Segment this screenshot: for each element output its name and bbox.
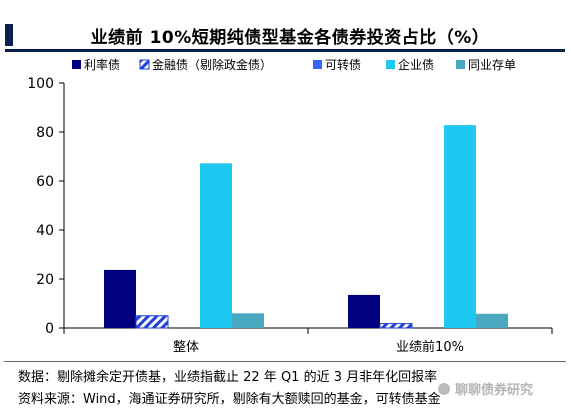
y-tick-label: 0: [45, 321, 54, 337]
footer: 数据：剔除摊余定开债基，业绩指截止 22 年 Q1 的近 3 月非年化回报率 资…: [0, 361, 571, 418]
legend-label: 同业存单: [468, 58, 516, 72]
bar-0-1: [348, 294, 380, 328]
chart-area: 0 20 40 60 80 100 整体 业绩前10% 利率债 金融债（剔除政金债） 可转债 企业债…: [27, 57, 553, 355]
bar-1-0: [135, 315, 169, 329]
note-source: 资料来源：Wind，海通证券研究所，剔除有大额赎回的基金，可转债基金: [18, 392, 441, 407]
note-data: 数据：剔除摊余定开债基，业绩指截止 22 年 Q1 的近 3 月非年化回报率: [18, 370, 438, 385]
legend: 利率债 金融债（剔除政金债） 可转债 企业债 同业存单: [72, 57, 516, 72]
y-tick-label: 100: [27, 76, 54, 92]
bar-1-1: [379, 323, 413, 329]
legend-label: 可转债: [325, 57, 361, 72]
y-tick-label: 40: [36, 223, 54, 239]
legend-label: 金融债（剔除政金债）: [152, 57, 272, 72]
title-accent-bar: [5, 24, 13, 46]
x-category-label: 业绩前10%: [396, 339, 464, 355]
legend-swatch: [386, 60, 395, 69]
legend-label: 企业债: [398, 57, 434, 72]
y-tick-label: 80: [36, 125, 54, 141]
watermark-icon: [438, 383, 450, 395]
legend-label: 利率债: [84, 57, 120, 72]
watermark: 聊聊债券研究: [455, 383, 534, 398]
legend-swatch: [72, 60, 81, 69]
bar-0-0: [104, 269, 136, 328]
axes: 0 20 40 60 80 100 整体 业绩前10%: [27, 76, 553, 355]
y-tick-label: 60: [36, 174, 54, 190]
chart-title: 业绩前 10%短期纯债型基金各债券投资占比（%）: [90, 28, 490, 48]
bar-4-1: [476, 313, 508, 328]
title-bar: 业绩前 10%短期纯债型基金各债券投资占比（%）: [0, 19, 571, 52]
bars: [104, 125, 508, 329]
y-tick-label: 20: [36, 272, 54, 288]
title-underline: [5, 49, 565, 52]
legend-swatch: [456, 60, 465, 69]
footer-divider: [4, 361, 566, 362]
bar-4-0: [232, 313, 264, 328]
x-category-label: 整体: [173, 340, 199, 355]
legend-swatch: [139, 59, 150, 70]
bar-3-0: [200, 163, 232, 328]
bar-3-1: [444, 125, 476, 328]
legend-swatch: [313, 60, 322, 69]
